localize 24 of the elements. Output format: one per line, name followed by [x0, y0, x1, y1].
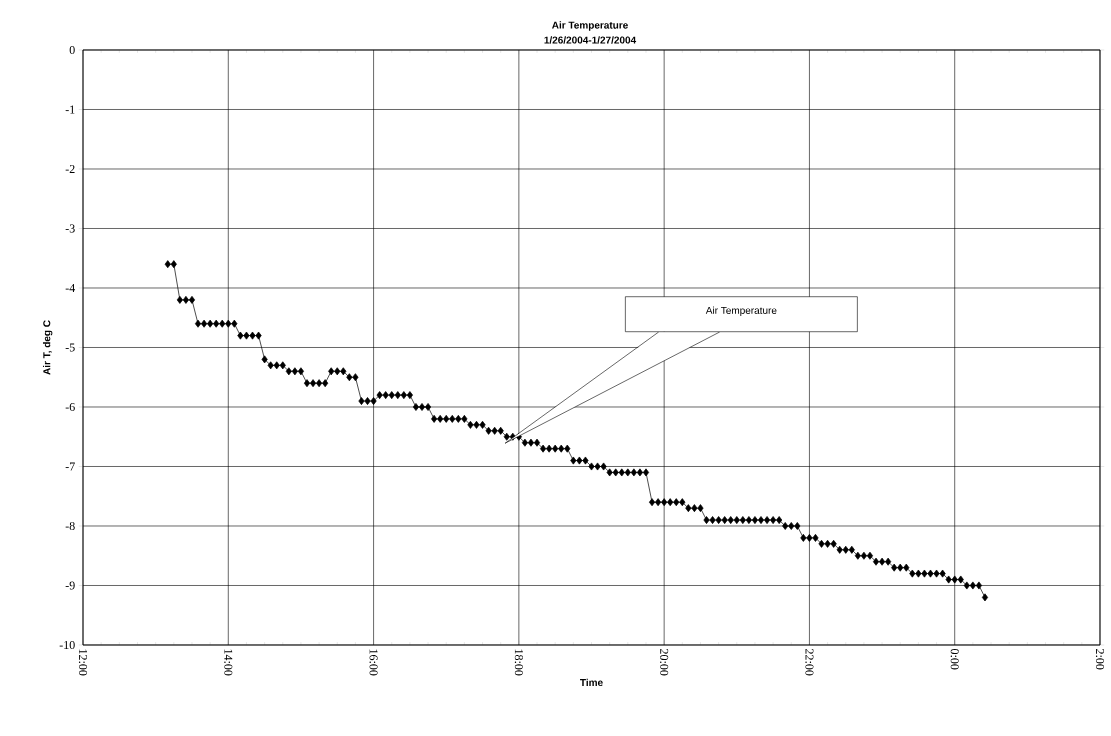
y-tick-label: -3 [65, 224, 75, 233]
x-tick-label: 20:00 [660, 649, 669, 676]
x-tick-label: 2:00 [1095, 649, 1105, 670]
y-tick-label: -9 [65, 581, 75, 590]
x-tick-label: 22:00 [805, 649, 814, 676]
annotation: Air Temperature [705, 306, 777, 316]
y-tick-label: -8 [65, 521, 75, 531]
y-tick-label: -4 [65, 284, 76, 292]
y-tick-label: -7 [65, 462, 75, 471]
y-tick-label: -6 [65, 402, 75, 412]
chart-subtitle: 1/26/2004-1/27/2004 [544, 36, 637, 44]
chart-title: Air Temperature [552, 21, 628, 31]
y-tick-label: -1 [65, 105, 75, 114]
y-tick-label: -5 [65, 343, 75, 352]
x-tick-label: 0:00 [950, 648, 959, 670]
x-axis-title: Time [580, 678, 603, 687]
x-tick-label: 16:00 [369, 649, 378, 676]
y-axis-title: Air T, deg C [42, 320, 53, 375]
x-tick-label: 14:00 [224, 649, 233, 676]
y-tick-label: -2 [65, 165, 75, 173]
y-tick-label: -10 [59, 640, 75, 650]
y-tick-label: 0 [69, 45, 75, 55]
x-tick-label: 12:00 [78, 649, 88, 676]
x-tick-label: 18:00 [514, 649, 523, 676]
